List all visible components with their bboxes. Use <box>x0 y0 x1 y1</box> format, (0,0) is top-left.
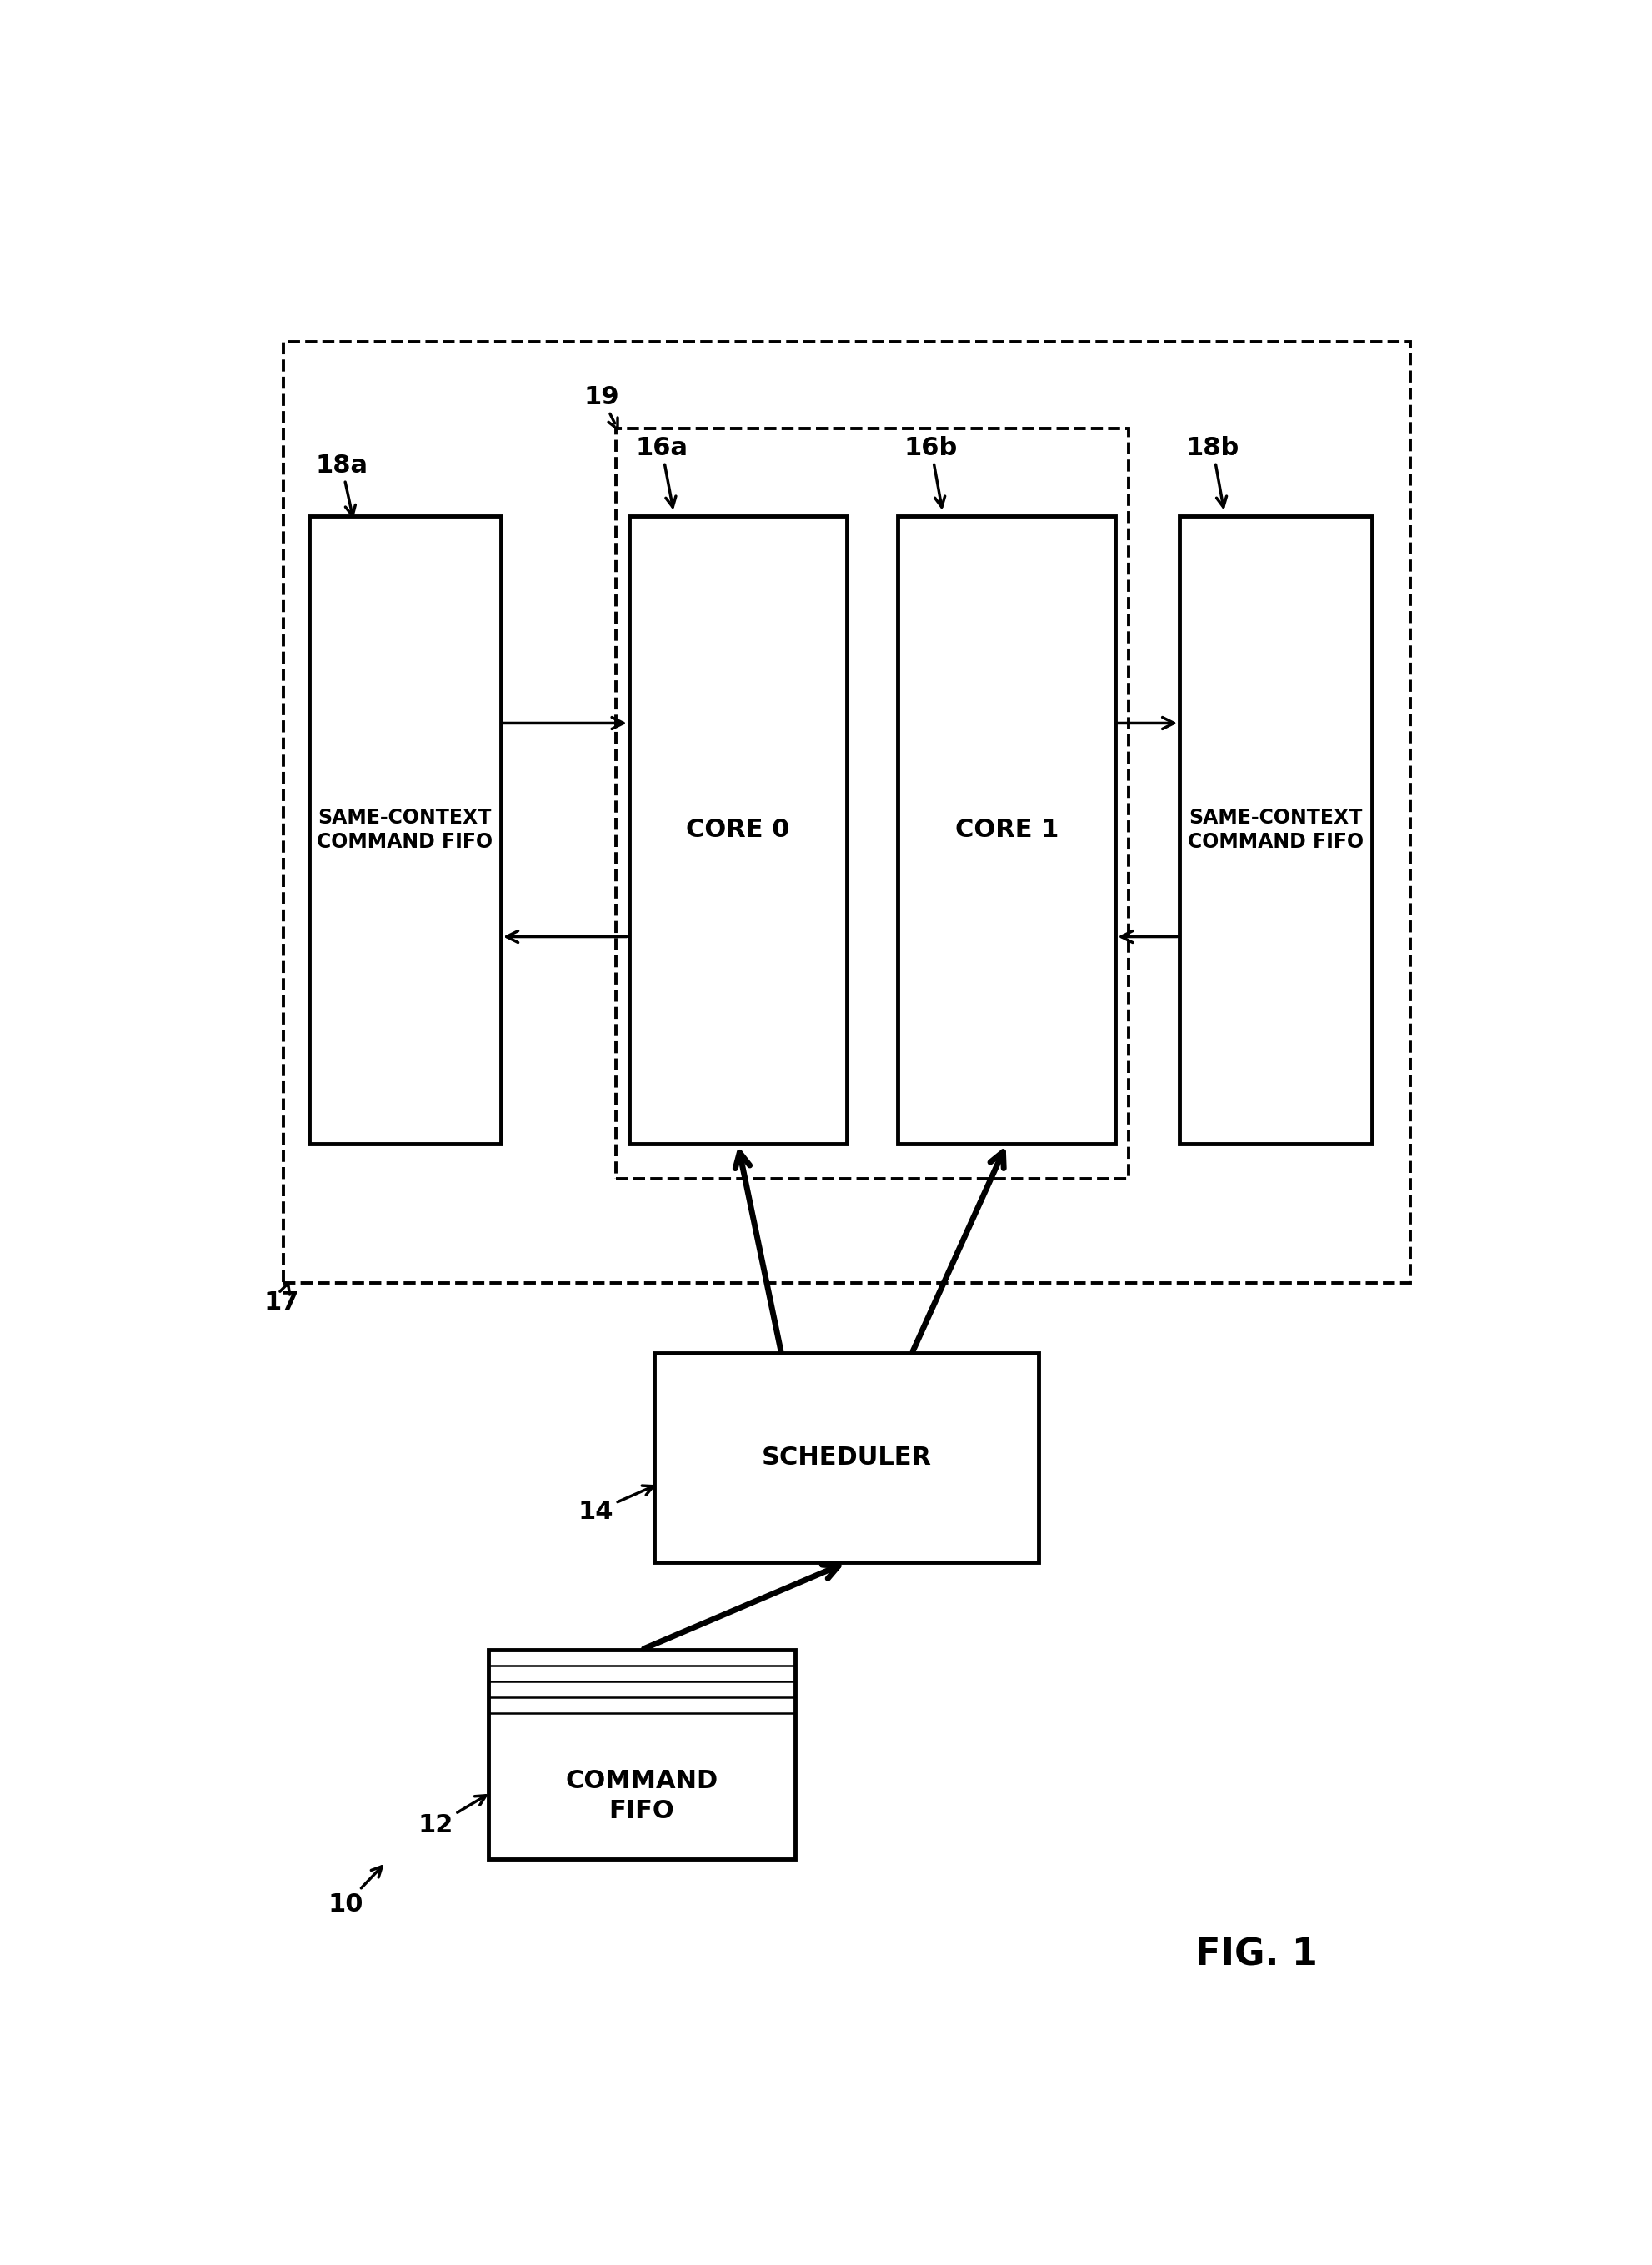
Text: 17: 17 <box>264 1284 299 1314</box>
Text: 10: 10 <box>329 1866 382 1916</box>
Bar <box>309 516 501 1144</box>
Bar <box>1180 516 1371 1144</box>
Text: 19: 19 <box>585 385 620 428</box>
Text: 14: 14 <box>578 1486 654 1524</box>
Text: SCHEDULER: SCHEDULER <box>762 1445 932 1470</box>
Text: 18a: 18a <box>316 453 368 516</box>
Text: CORE 0: CORE 0 <box>686 818 790 843</box>
Bar <box>654 1352 1039 1563</box>
Text: 16a: 16a <box>636 435 687 507</box>
Bar <box>629 516 847 1144</box>
Text: 16b: 16b <box>904 435 958 507</box>
Text: COMMAND
FIFO: COMMAND FIFO <box>565 1769 719 1823</box>
Bar <box>616 428 1128 1178</box>
Text: SAME-CONTEXT
COMMAND FIFO: SAME-CONTEXT COMMAND FIFO <box>317 809 492 852</box>
Bar <box>489 1649 796 1860</box>
Text: 18b: 18b <box>1186 435 1239 507</box>
Text: SAME-CONTEXT
COMMAND FIFO: SAME-CONTEXT COMMAND FIFO <box>1188 809 1363 852</box>
Text: FIG. 1: FIG. 1 <box>1194 1937 1318 1973</box>
Bar <box>284 342 1409 1284</box>
Text: 12: 12 <box>418 1796 486 1837</box>
Bar <box>899 516 1115 1144</box>
Text: CORE 1: CORE 1 <box>955 818 1059 843</box>
